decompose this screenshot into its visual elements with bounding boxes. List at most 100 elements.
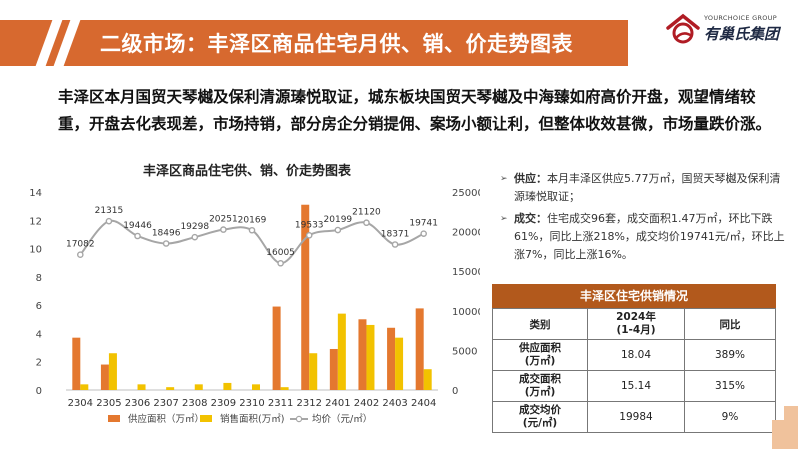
bullet-list: ➢ 供应：本月丰泽区供应5.77万㎡，国贸天琴樾及保利清源瑧悦取证； ➢ 成交：… (500, 170, 790, 268)
table-cell: 9% (684, 401, 776, 433)
left-axis-tick-label: 2 (36, 358, 42, 369)
bar-supply (358, 319, 367, 390)
page-title: 二级市场：丰泽区商品住宅月供、销、价走势图表 (100, 32, 573, 56)
price-data-label: 20199 (324, 215, 353, 225)
legend-label: 供应面积（万㎡） (128, 413, 204, 425)
price-point (77, 251, 84, 259)
table-row-label: 成交均价 (元/㎡) (492, 401, 588, 433)
x-tick-label: 2309 (211, 398, 236, 409)
left-axis-tick-label: 8 (36, 273, 42, 284)
bullet-text: 本月丰泽区供应5.77万㎡，国贸天琴樾及保利清源瑧悦取证； (514, 172, 781, 203)
price-point (305, 231, 313, 239)
price-data-label: 21120 (352, 208, 381, 218)
arrow-bullet-icon: ➢ (500, 174, 508, 184)
x-tick-label: 2305 (96, 398, 121, 409)
table-header-cell: 2024年 (1-4月) (587, 308, 685, 340)
price-data-label: 19741 (409, 219, 438, 229)
table-row: 供应面积 (万㎡) 18.04 389% (492, 339, 776, 371)
price-point (191, 233, 199, 241)
price-point (334, 226, 342, 234)
price-data-label: 19446 (123, 221, 152, 231)
price-data-label: 17082 (66, 240, 95, 250)
bullet-label: 供应： (514, 172, 547, 185)
bar-supply (72, 337, 81, 390)
x-tick-label: 2402 (354, 398, 379, 409)
table-header-row: 类别 2024年 (1-4月) 同比 (492, 308, 776, 340)
right-axis-tick-label: 20000 (452, 228, 480, 239)
price-point (134, 232, 141, 240)
bar-supply (301, 204, 310, 390)
arrow-bullet-icon: ➢ (500, 214, 508, 224)
price-data-label: 20169 (238, 215, 267, 225)
bullet-text: 住宅成交96套，成交面积1.47万㎡，环比下跌61%，同比上涨218%，成交均价… (514, 212, 785, 261)
price-point (391, 241, 399, 248)
price-point (277, 259, 284, 267)
x-tick-label: 2312 (297, 398, 322, 409)
price-data-label: 18496 (152, 229, 181, 239)
company-logo: YOURCHOICE GROUP 有巢氏集团 (664, 12, 796, 48)
bar-sales (108, 353, 117, 390)
price-data-label: 19298 (180, 222, 209, 232)
right-axis-tick-label: 0 (452, 386, 458, 397)
table-row-label: 成交面积 (万㎡) (492, 370, 588, 402)
table-row-label: 供应面积 (万㎡) (492, 339, 588, 371)
legend-label: 销售面积(万㎡) (220, 413, 284, 425)
bar-sales (80, 384, 89, 390)
trend-chart: 0 2 4 6 8 10 12 14 0 5000 10000 15000 20000 25000 2304… (29, 188, 480, 425)
price-data-label: 16005 (266, 248, 295, 258)
price-point (420, 230, 427, 237)
legend-label: 均价（元/㎡） (312, 413, 372, 425)
summary-table: 丰泽区住宅供销情况 类别 2024年 (1-4月) 同比 供应面积 (万㎡) 18.… (492, 284, 776, 433)
table-cell: 15.14 (587, 370, 685, 402)
right-axis-tick-label: 25000 (452, 188, 480, 199)
legend-swatch (108, 415, 120, 422)
bar-sales (366, 324, 375, 390)
bullet-item-deal: ➢ 成交：住宅成交96套，成交面积1.47万㎡，环比下跌61%，同比上涨218%… (500, 210, 790, 264)
price-point (248, 226, 256, 234)
left-axis-tick-label: 14 (29, 188, 42, 199)
price-point (363, 219, 370, 227)
x-tick-label: 2403 (382, 398, 407, 409)
x-tick-label: 2307 (153, 398, 178, 409)
table-header-cell: 同比 (684, 308, 776, 340)
bar-sales (309, 353, 318, 390)
bar-sales (395, 337, 404, 390)
bullet-item-supply: ➢ 供应：本月丰泽区供应5.77万㎡，国贸天琴樾及保利清源瑧悦取证； (500, 170, 790, 206)
legend-swatch (200, 415, 212, 422)
left-axis-tick-label: 10 (29, 245, 42, 256)
right-axis-tick-label: 10000 (452, 307, 480, 318)
x-tick-label: 2404 (411, 398, 436, 409)
bullet-label: 成交： (514, 212, 547, 225)
corner-decoration (784, 406, 798, 420)
bar-supply (329, 348, 338, 390)
corner-decoration (772, 420, 798, 449)
table-row: 成交面积 (万㎡) 15.14 315% (492, 370, 776, 402)
price-data-label: 20251 (209, 215, 238, 225)
logo-english: YOURCHOICE GROUP (704, 14, 777, 22)
x-tick-label: 2401 (325, 398, 350, 409)
price-data-label: 21315 (95, 206, 124, 216)
bar-sales (137, 384, 146, 390)
x-tick-label: 2306 (125, 398, 150, 409)
logo-mark-icon (666, 13, 700, 44)
left-axis-tick-label: 4 (36, 329, 42, 340)
x-tick-label: 2308 (182, 398, 207, 409)
table-row: 成交均价 (元/㎡) 19984 9% (492, 401, 776, 433)
chart-title: 丰泽区商品住宅供、销、价走势图表 (143, 164, 352, 179)
header-bar: 二级市场：丰泽区商品住宅月供、销、价走势图表 (0, 20, 628, 66)
x-tick-label: 2311 (268, 398, 293, 409)
bar-supply (100, 364, 109, 390)
bar-supply (415, 308, 424, 390)
bar-sales (223, 382, 232, 390)
right-axis-tick-label: 15000 (452, 267, 480, 278)
table-cell: 19984 (587, 401, 685, 433)
summary-text: 丰泽区本月国贸天琴樾及保利清源瑧悦取证，城东板块国贸天琴樾及中海臻如府高价开盘，… (58, 88, 772, 133)
left-axis-tick-label: 12 (29, 216, 42, 227)
table-header-cell: 类别 (492, 308, 588, 340)
bar-supply (387, 327, 396, 390)
table-cell: 389% (684, 339, 776, 371)
bar-sales (337, 313, 346, 390)
table-cell: 315% (684, 370, 776, 402)
bar-sales (252, 384, 260, 390)
x-tick-label: 2304 (68, 398, 93, 409)
